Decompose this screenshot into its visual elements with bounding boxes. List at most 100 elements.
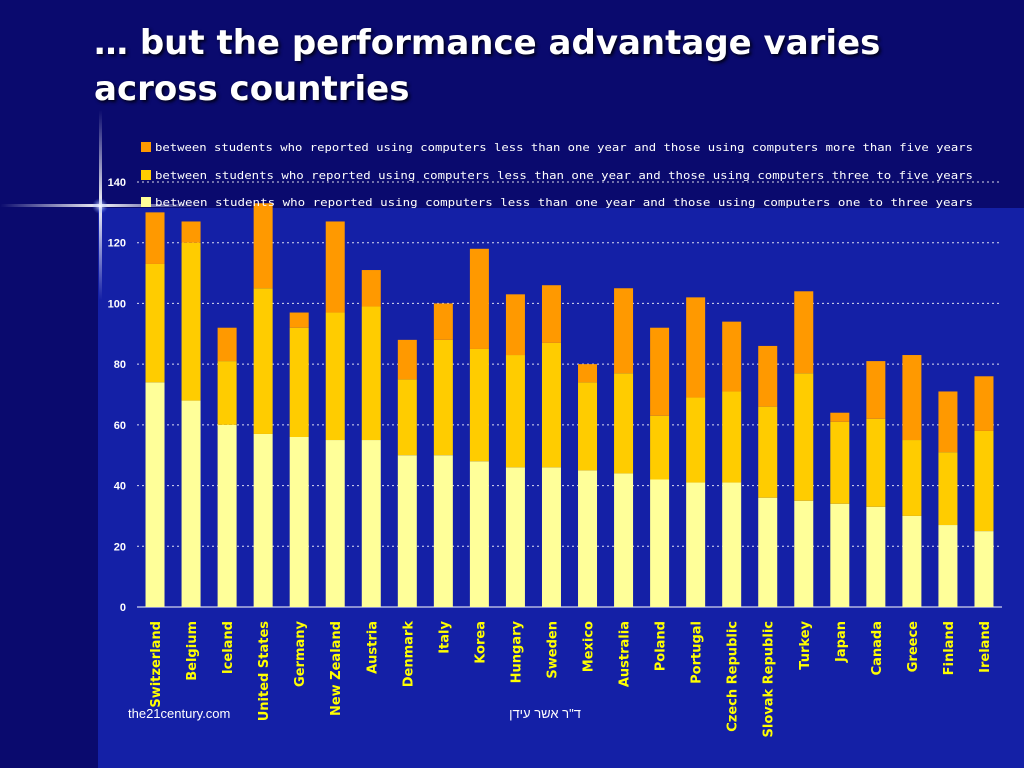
bar-segment: [758, 406, 778, 498]
bar-segment: [650, 327, 670, 416]
y-tick-label: 40: [114, 481, 126, 493]
bar-segment: [181, 400, 201, 607]
bar-segment: [541, 342, 561, 468]
y-tick-label: 0: [120, 602, 126, 614]
x-tick-label: Japan: [834, 621, 849, 663]
x-tick-label: Poland: [654, 621, 669, 671]
bar-segment: [361, 306, 381, 441]
bar-segment: [145, 212, 165, 264]
sparkle-decoration: [0, 110, 200, 300]
bar-segment: [217, 424, 237, 607]
bar-segment: [541, 467, 561, 607]
bar-segment: [758, 497, 778, 607]
legend-label: between students who reported using comp…: [155, 196, 973, 209]
legend-label: between students who reported using comp…: [155, 141, 973, 154]
bar-segment: [469, 461, 489, 607]
title-line-2: across countries: [94, 69, 410, 109]
bar-segment: [325, 221, 345, 313]
bar-segment: [505, 355, 525, 468]
bars: [145, 203, 994, 607]
bar-segment: [397, 455, 417, 607]
slide-title: … but the performance advantage varies a…: [94, 20, 994, 112]
bar-segment: [830, 412, 850, 422]
x-tick-label: Greece: [906, 621, 921, 672]
y-tick-label: 60: [114, 420, 126, 432]
bar-segment: [217, 361, 237, 425]
bar-segment: [289, 327, 309, 437]
bar-segment: [974, 376, 994, 431]
bar-segment: [866, 418, 886, 507]
title-line-1: … but the performance advantage varies: [94, 23, 881, 63]
x-tick-label: Germany: [293, 620, 308, 686]
x-tick-label: Czech Republic: [726, 621, 741, 732]
bar-segment: [686, 482, 706, 607]
y-tick-label: 80: [114, 359, 126, 371]
y-tick-label: 140: [108, 177, 126, 189]
x-axis-labels: Switzerland Belgium Iceland United States Ge…: [149, 620, 993, 737]
x-tick-label: Switzerland: [149, 621, 164, 708]
bar-segment: [578, 382, 598, 471]
x-tick-label: Finland: [942, 621, 957, 675]
bar-segment: [325, 312, 345, 441]
bar-segment: [325, 440, 345, 607]
bar-segment: [974, 430, 994, 532]
bar-segment: [794, 500, 814, 607]
bar-segment: [902, 515, 922, 607]
bar-segment: [433, 455, 453, 607]
x-tick-label: Denmark: [401, 621, 416, 688]
bar-segment: [614, 473, 634, 607]
y-tick-label: 120: [108, 238, 126, 250]
grid-lines: [137, 181, 1002, 547]
bar-segment: [217, 327, 237, 362]
bar-segment: [145, 263, 165, 383]
bar-segment: [361, 270, 381, 307]
x-tick-label: Korea: [473, 621, 488, 664]
bar-segment: [866, 506, 886, 607]
bar-segment: [938, 391, 958, 453]
legend: between students who reported using comp…: [141, 141, 973, 209]
x-tick-label: Mexico: [582, 621, 597, 672]
bar-segment: [722, 482, 742, 607]
bar-segment: [902, 355, 922, 441]
bar-segment: [830, 503, 850, 607]
bar-segment: [433, 303, 453, 340]
bar-segment: [253, 203, 273, 289]
bar-segment: [938, 452, 958, 526]
x-tick-label: Belgium: [185, 621, 200, 681]
x-tick-label: New Zealand: [329, 621, 344, 716]
footer-website: the21century.com: [128, 706, 231, 721]
bar-segment: [758, 345, 778, 407]
x-tick-label: Austria: [365, 621, 380, 674]
x-tick-label: Australia: [618, 621, 633, 687]
legend-swatch: [141, 170, 151, 180]
legend-label: between students who reported using comp…: [155, 169, 973, 182]
x-tick-label: Ireland: [978, 621, 993, 673]
x-tick-label: Portugal: [690, 621, 705, 684]
legend-swatch: [141, 142, 151, 152]
bar-segment: [686, 397, 706, 483]
bar-segment: [794, 291, 814, 374]
bar-segment: [289, 437, 309, 607]
bar-segment: [253, 433, 273, 607]
x-tick-label: Hungary: [509, 620, 524, 683]
bar-segment: [253, 288, 273, 434]
bar-segment: [469, 248, 489, 349]
bar-segment: [938, 525, 958, 607]
bar-segment: [794, 373, 814, 501]
y-axis: 0 20 40 60 80 100 120 140: [108, 177, 1002, 614]
bar-segment: [289, 312, 309, 328]
y-tick-label: 100: [108, 298, 126, 310]
bar-segment: [505, 467, 525, 607]
bar-segment: [902, 440, 922, 516]
bar-segment: [722, 391, 742, 483]
bar-segment: [614, 373, 634, 474]
bar-segment: [830, 421, 850, 504]
bar-segment: [181, 242, 201, 401]
x-tick-label: Turkey: [798, 620, 813, 669]
bar-segment: [433, 339, 453, 456]
x-tick-label: Canada: [870, 621, 885, 675]
y-tick-label: 20: [114, 541, 126, 553]
bar-segment: [686, 297, 706, 398]
